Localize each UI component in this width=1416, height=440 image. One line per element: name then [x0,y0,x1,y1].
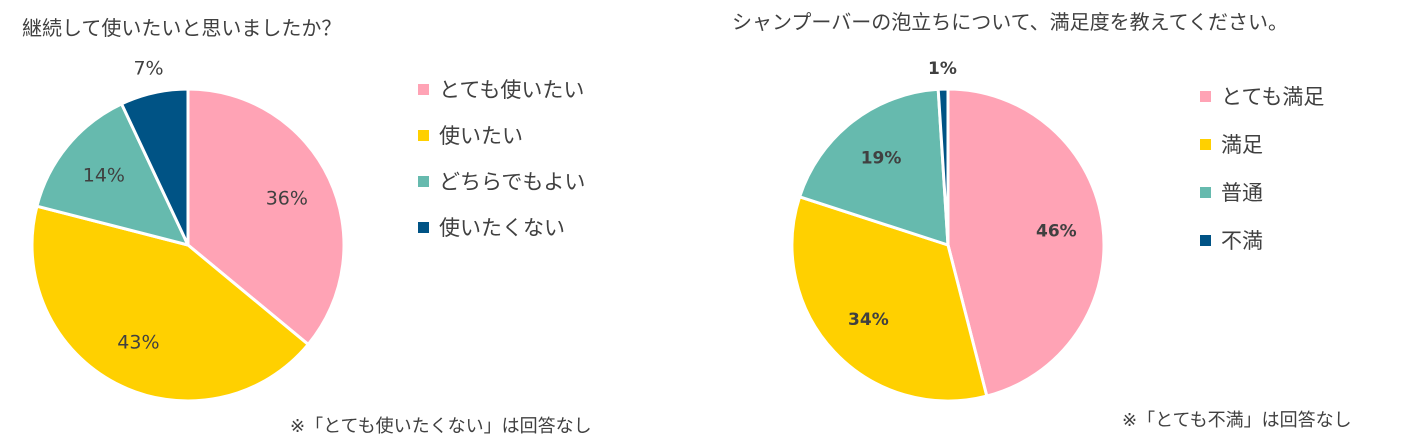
legend-item: 使いたくない [418,204,585,250]
pie-data-label: 19% [861,149,902,169]
legend-item: とても使いたい [418,66,585,112]
legend-swatch [1200,186,1211,198]
legend-label: 使いたい [439,124,523,148]
legend-item: 満足 [1200,120,1324,168]
pie-data-label: 36% [266,188,308,210]
pie-slice-3 [797,87,950,248]
legend-swatch [418,175,429,187]
pie-data-label: 1% [928,59,957,79]
chart-title: 継続して使いたいと思いましたか？ [22,16,342,40]
legend-swatch [1200,234,1211,246]
legend-label: 不満 [1221,229,1263,253]
pie-slice-1 [946,87,1106,398]
chart-footnote: ※「とても使いたくない」は回答なし [290,416,592,437]
legend-item: 使いたい [418,112,585,158]
pie-data-label: 34% [848,310,889,330]
pie-data-label: 46% [1036,221,1077,241]
chart-panel-lather-satisfaction: シャンプーバーの泡立ちについて、満足度を教えてください。 46% 34% 19% 1%… [708,0,1416,440]
pie-chart-lather-satisfaction: 46% 34% 19% 1% [790,59,1106,403]
legend-swatch [1200,90,1211,102]
pie-slice-3 [35,101,191,248]
pie-data-label: 43% [117,331,159,353]
legend-item: とても満足 [1200,72,1324,120]
legend-swatch [418,221,429,233]
pie-slice-2 [30,204,311,403]
pie-slice-2 [790,194,989,403]
pie-slice-4 [936,87,950,246]
legend-label: 満足 [1221,133,1263,157]
legend-label: とても使いたい [439,78,585,102]
legend-label: 使いたくない [439,216,565,240]
legend-item: 普通 [1200,168,1324,216]
legend-label: とても満足 [1221,85,1325,109]
chart-legend: とても満足満足普通不満 [1200,72,1324,264]
chart-panel-continue-use: 継続して使いたいと思いましたか？ 36% 43% 14% 7% とても使いたい 使いたい… [22,16,592,437]
legend-label: どちらでもよい [439,170,586,194]
pie-data-label: 14% [83,164,125,186]
legend-swatch [1200,138,1211,150]
pie-chart-continue-use: 36% 43% 14% 7% [30,57,346,403]
chart-title: シャンプーバーの泡立ちについて、満足度を教えてください。 [732,10,1288,34]
pie-slice-1 [186,87,346,347]
pie-data-label: 7% [133,57,163,79]
pie-slice-4 [119,87,190,246]
legend-label: 普通 [1221,181,1263,205]
legend-swatch [418,129,429,141]
chart-legend: とても使いたい 使いたいどちらでもよい 使いたくない [418,66,585,250]
chart-footnote: ※「とても不満」は回答なし [1122,410,1352,431]
legend-item: どちらでもよい [418,158,585,204]
legend-swatch [418,83,429,95]
legend-item: 不満 [1200,216,1324,264]
